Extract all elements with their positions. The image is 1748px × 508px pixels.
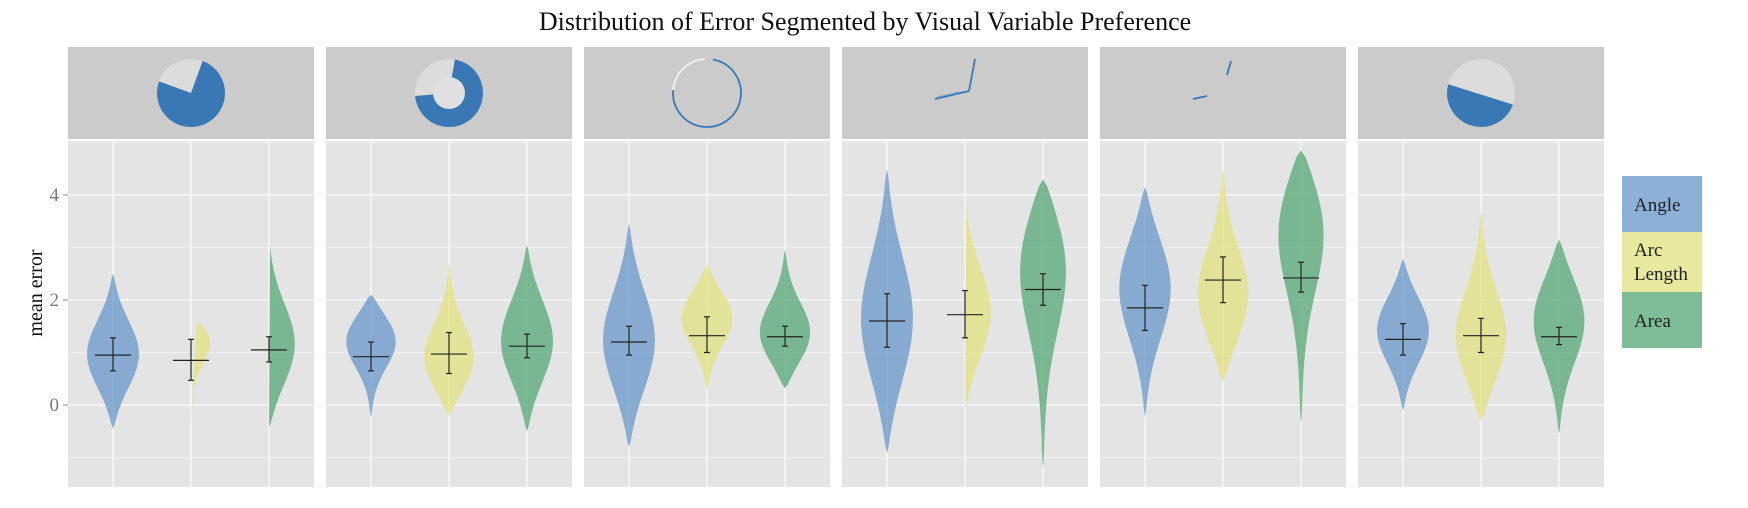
violin-area [1020,179,1066,469]
violin-arc-length [191,320,211,420]
y-tick-label: 2 [50,290,60,311]
y-tick-label: 0 [50,395,60,416]
pie-half-icon [1447,59,1515,127]
panel-6 [1358,47,1604,487]
legend-swatch [1622,292,1702,348]
violin-arc-length [965,205,991,408]
small-lines-icon [1192,60,1232,100]
legend-item-area: Area [1622,292,1702,348]
violin-area [759,250,811,389]
y-axis-label: mean error [25,249,47,337]
y-tick-label: 4 [50,185,60,206]
angle-lines-icon [934,58,976,100]
chart-panels: 0 2 4 [50,47,1604,487]
legend: Angle Arc Length Area [1622,176,1702,348]
panel-4 [842,47,1088,487]
panel-2 [326,47,572,487]
panel-header [584,47,830,139]
legend-item-angle: Angle [1622,176,1702,232]
arc-icon [672,58,742,128]
panel-header [1100,47,1346,139]
violin-arc-length [1455,210,1507,421]
panel-1 [68,47,314,487]
legend-swatch [1622,176,1702,232]
violin-area [269,246,295,428]
legend-label: Angle [1634,195,1680,216]
legend-label: Arc Length [1634,240,1688,285]
pie-icon [157,59,225,128]
panel-header [842,47,1088,139]
legend-item-arc-length: Arc Length [1622,232,1702,292]
chart-title: Distribution of Error Segmented by Visua… [539,7,1191,36]
legend-swatch [1622,232,1702,292]
legend-label: Area [1634,311,1671,332]
panel-5 [1100,47,1346,487]
y-axis: 0 2 4 [50,185,68,416]
panel-3 [584,47,830,487]
donut-icon [415,59,483,127]
